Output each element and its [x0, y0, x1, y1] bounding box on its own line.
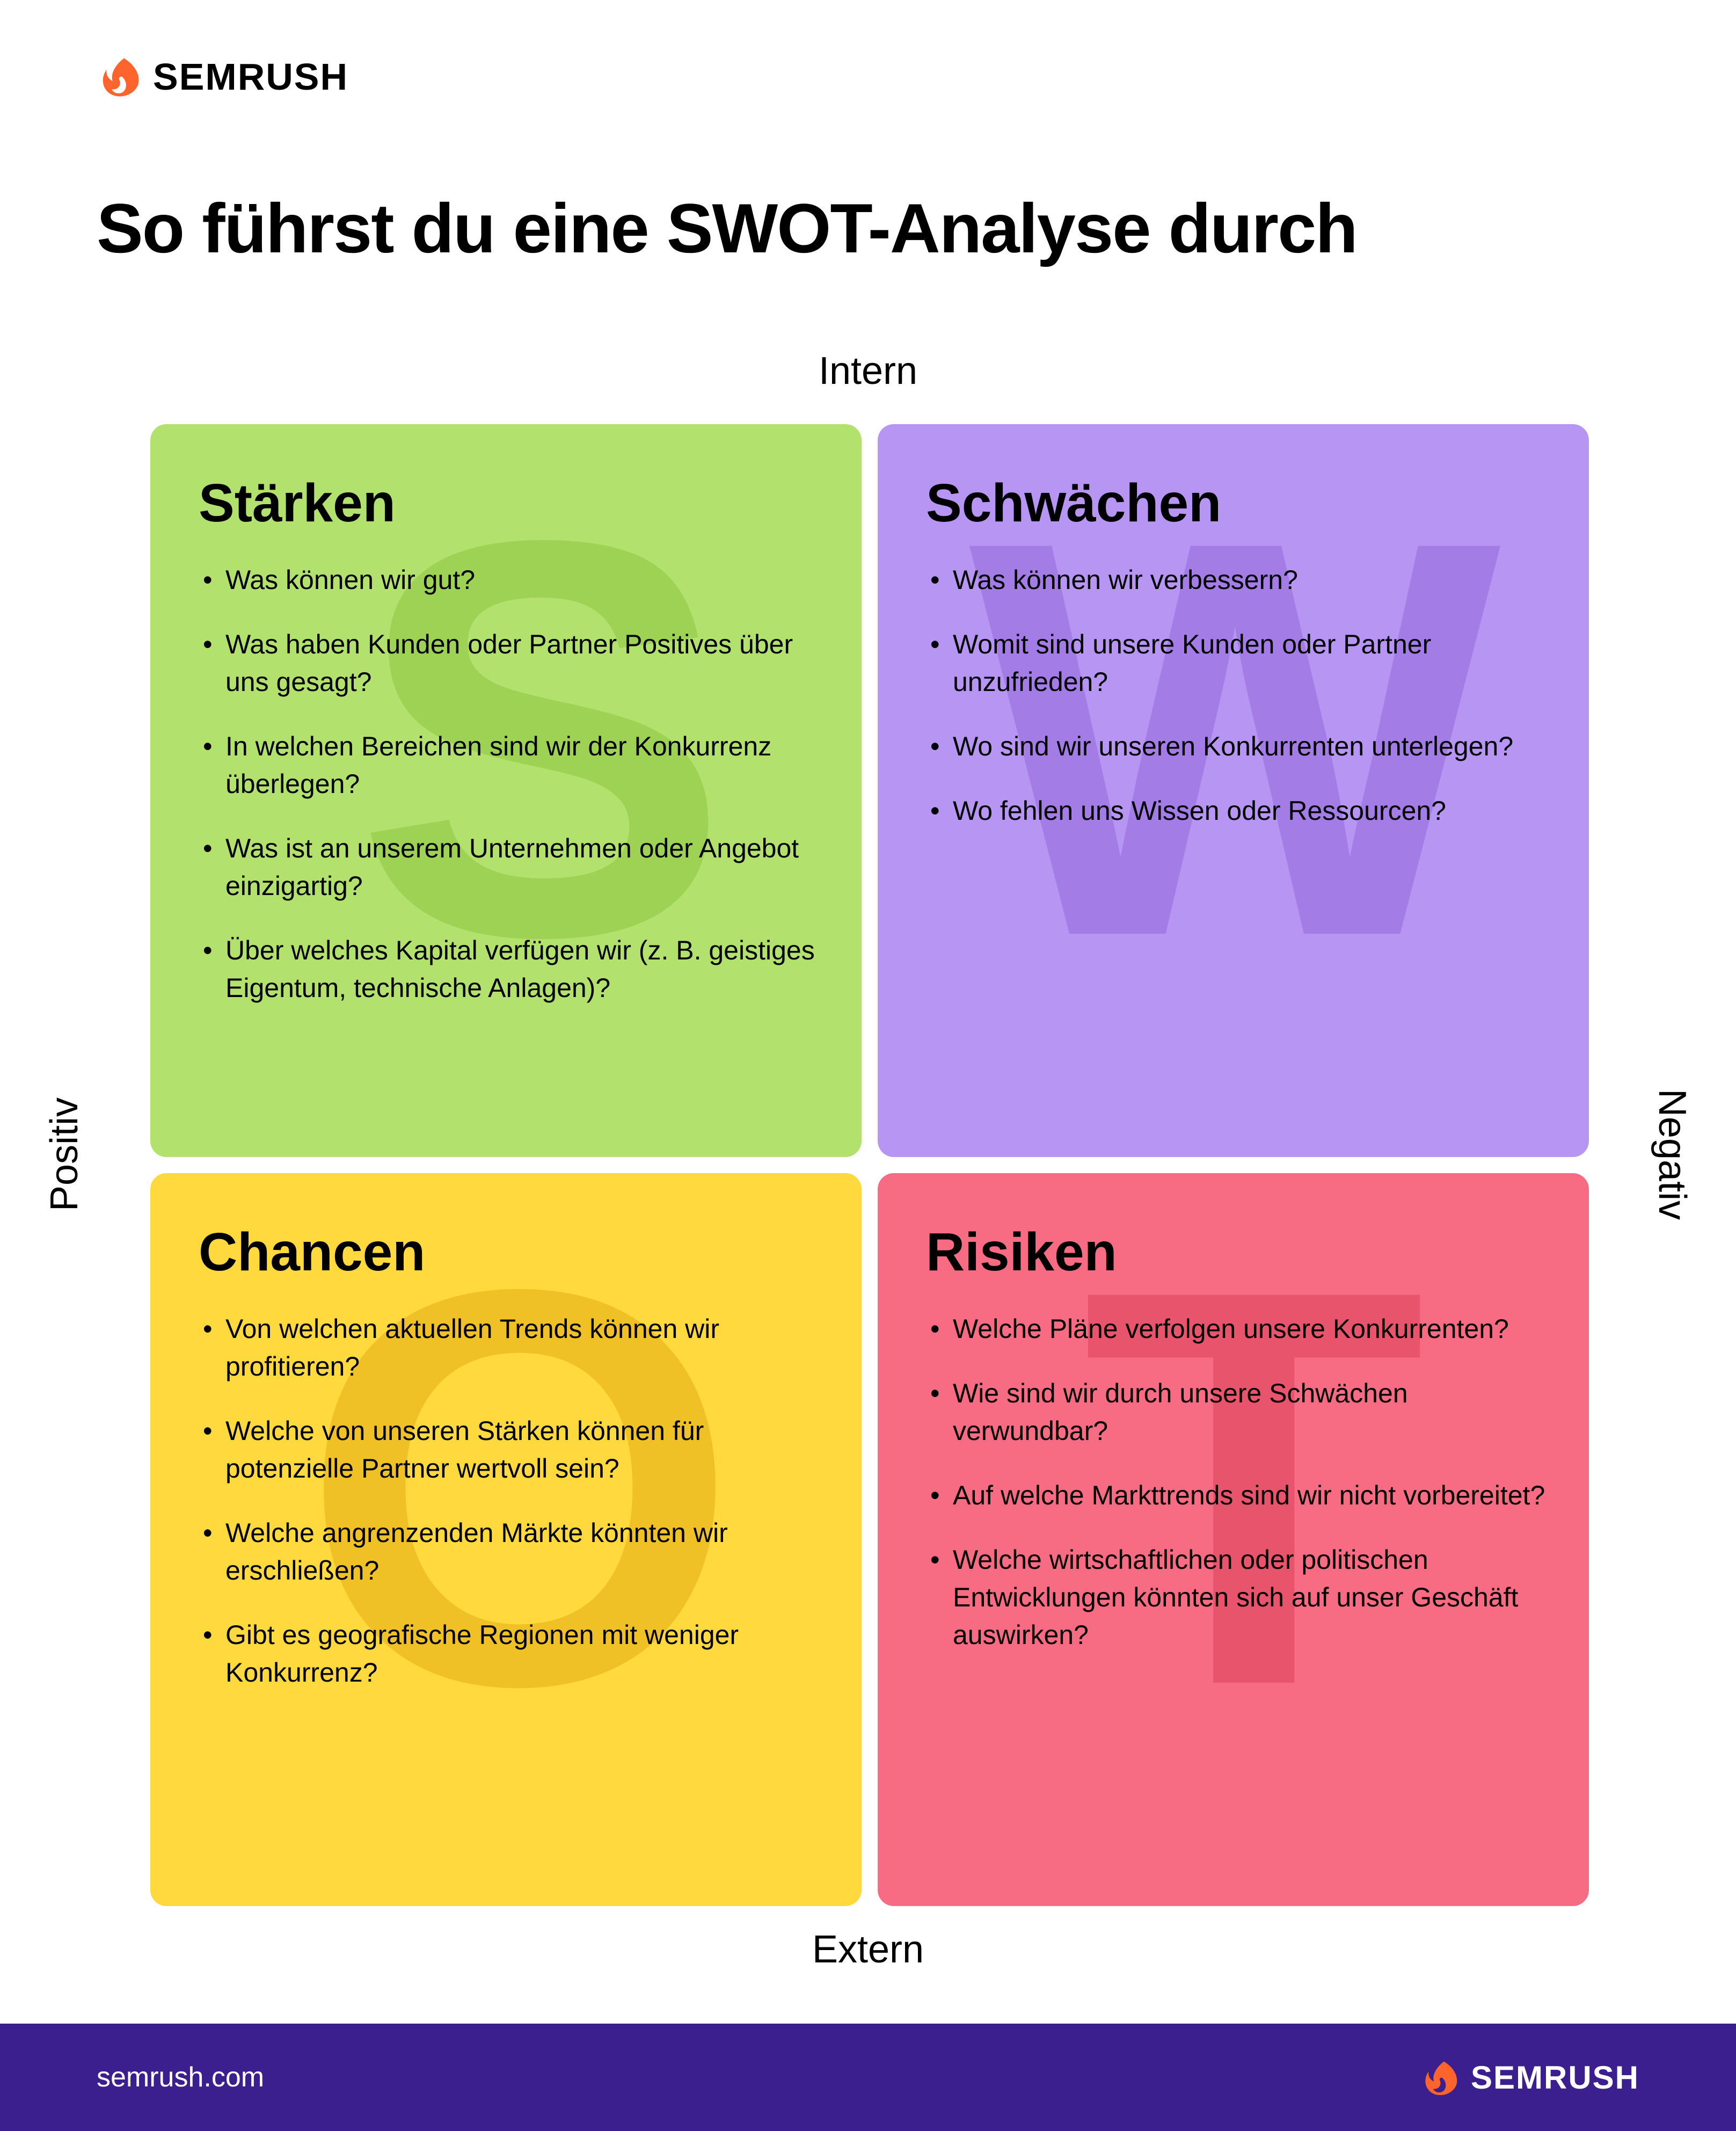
quadrant-threats: T Risiken Welche Pläne verfolgen unsere … — [878, 1173, 1589, 1906]
list-item: Welche wirtschaftlichen oder politischen… — [926, 1541, 1546, 1654]
list-item: Welche von unseren Stärken können für po… — [199, 1412, 819, 1487]
opportunities-title: Chancen — [199, 1221, 819, 1283]
list-item: Von welchen aktuellen Trends können wir … — [199, 1310, 819, 1385]
brand-name: SEMRUSH — [153, 55, 348, 98]
list-item: Welche angrenzenden Märkte könnten wir e… — [199, 1514, 819, 1589]
strengths-title: Stärken — [199, 472, 819, 534]
list-item: Welche Pläne verfolgen unsere Konkurrent… — [926, 1310, 1546, 1348]
axis-label-bottom: Extern — [812, 1928, 924, 1972]
opportunities-list: Von welchen aktuellen Trends können wir … — [199, 1310, 819, 1691]
list-item: Gibt es geografische Regionen mit wenige… — [199, 1616, 819, 1691]
quadrant-weaknesses: W Schwächen Was können wir verbessern?Wo… — [878, 424, 1589, 1157]
quadrant-opportunities: O Chancen Von welchen aktuellen Trends k… — [150, 1173, 862, 1906]
axis-label-left: Positiv — [42, 1097, 86, 1211]
list-item: Über welches Kapital verfügen wir (z. B.… — [199, 932, 819, 1007]
threats-title: Risiken — [926, 1221, 1546, 1283]
footer-logo: SEMRUSH — [1420, 2057, 1639, 2098]
list-item: Was haben Kunden oder Partner Positives … — [199, 626, 819, 701]
footer: semrush.com SEMRUSH — [0, 2024, 1736, 2131]
list-item: Wie sind wir durch unsere Schwächen verw… — [926, 1374, 1546, 1450]
list-item: Auf welche Markttrends sind wir nicht vo… — [926, 1477, 1546, 1514]
flame-icon — [97, 54, 142, 99]
list-item: Womit sind unsere Kunden oder Partner un… — [926, 626, 1546, 701]
strengths-list: Was können wir gut? Was haben Kunden oder… — [199, 561, 819, 1007]
header-logo: SEMRUSH — [97, 54, 348, 99]
list-item: In welchen Bereichen sind wir der Konkur… — [199, 728, 819, 803]
swot-grid: S Stärken Was können wir gut?Was haben K… — [150, 424, 1589, 1906]
weaknesses-title: Schwächen — [926, 472, 1546, 534]
list-item: Was können wir verbessern? — [926, 561, 1546, 599]
axis-label-top: Intern — [819, 349, 917, 393]
flame-icon — [1420, 2057, 1460, 2098]
quadrant-strengths: S Stärken Was können wir gut?Was haben K… — [150, 424, 862, 1157]
list-item: Wo sind wir unseren Konkurrenten unterle… — [926, 728, 1546, 765]
page-title: So führst du eine SWOT-Analyse durch — [97, 188, 1357, 268]
list-item: Wo fehlen uns Wissen oder Ressourcen? — [926, 792, 1546, 830]
axis-label-right: Negativ — [1650, 1089, 1694, 1220]
list-item: Was können wir gut? — [199, 561, 819, 599]
weaknesses-list: Was können wir verbessern? Womit sind uns… — [926, 561, 1546, 830]
footer-url: semrush.com — [97, 2061, 264, 2093]
list-item: Was ist an unserem Unternehmen oder Ange… — [199, 830, 819, 905]
footer-brand-name: SEMRUSH — [1471, 2059, 1639, 2096]
threats-list: Welche Pläne verfolgen unsere Konkurrent… — [926, 1310, 1546, 1654]
